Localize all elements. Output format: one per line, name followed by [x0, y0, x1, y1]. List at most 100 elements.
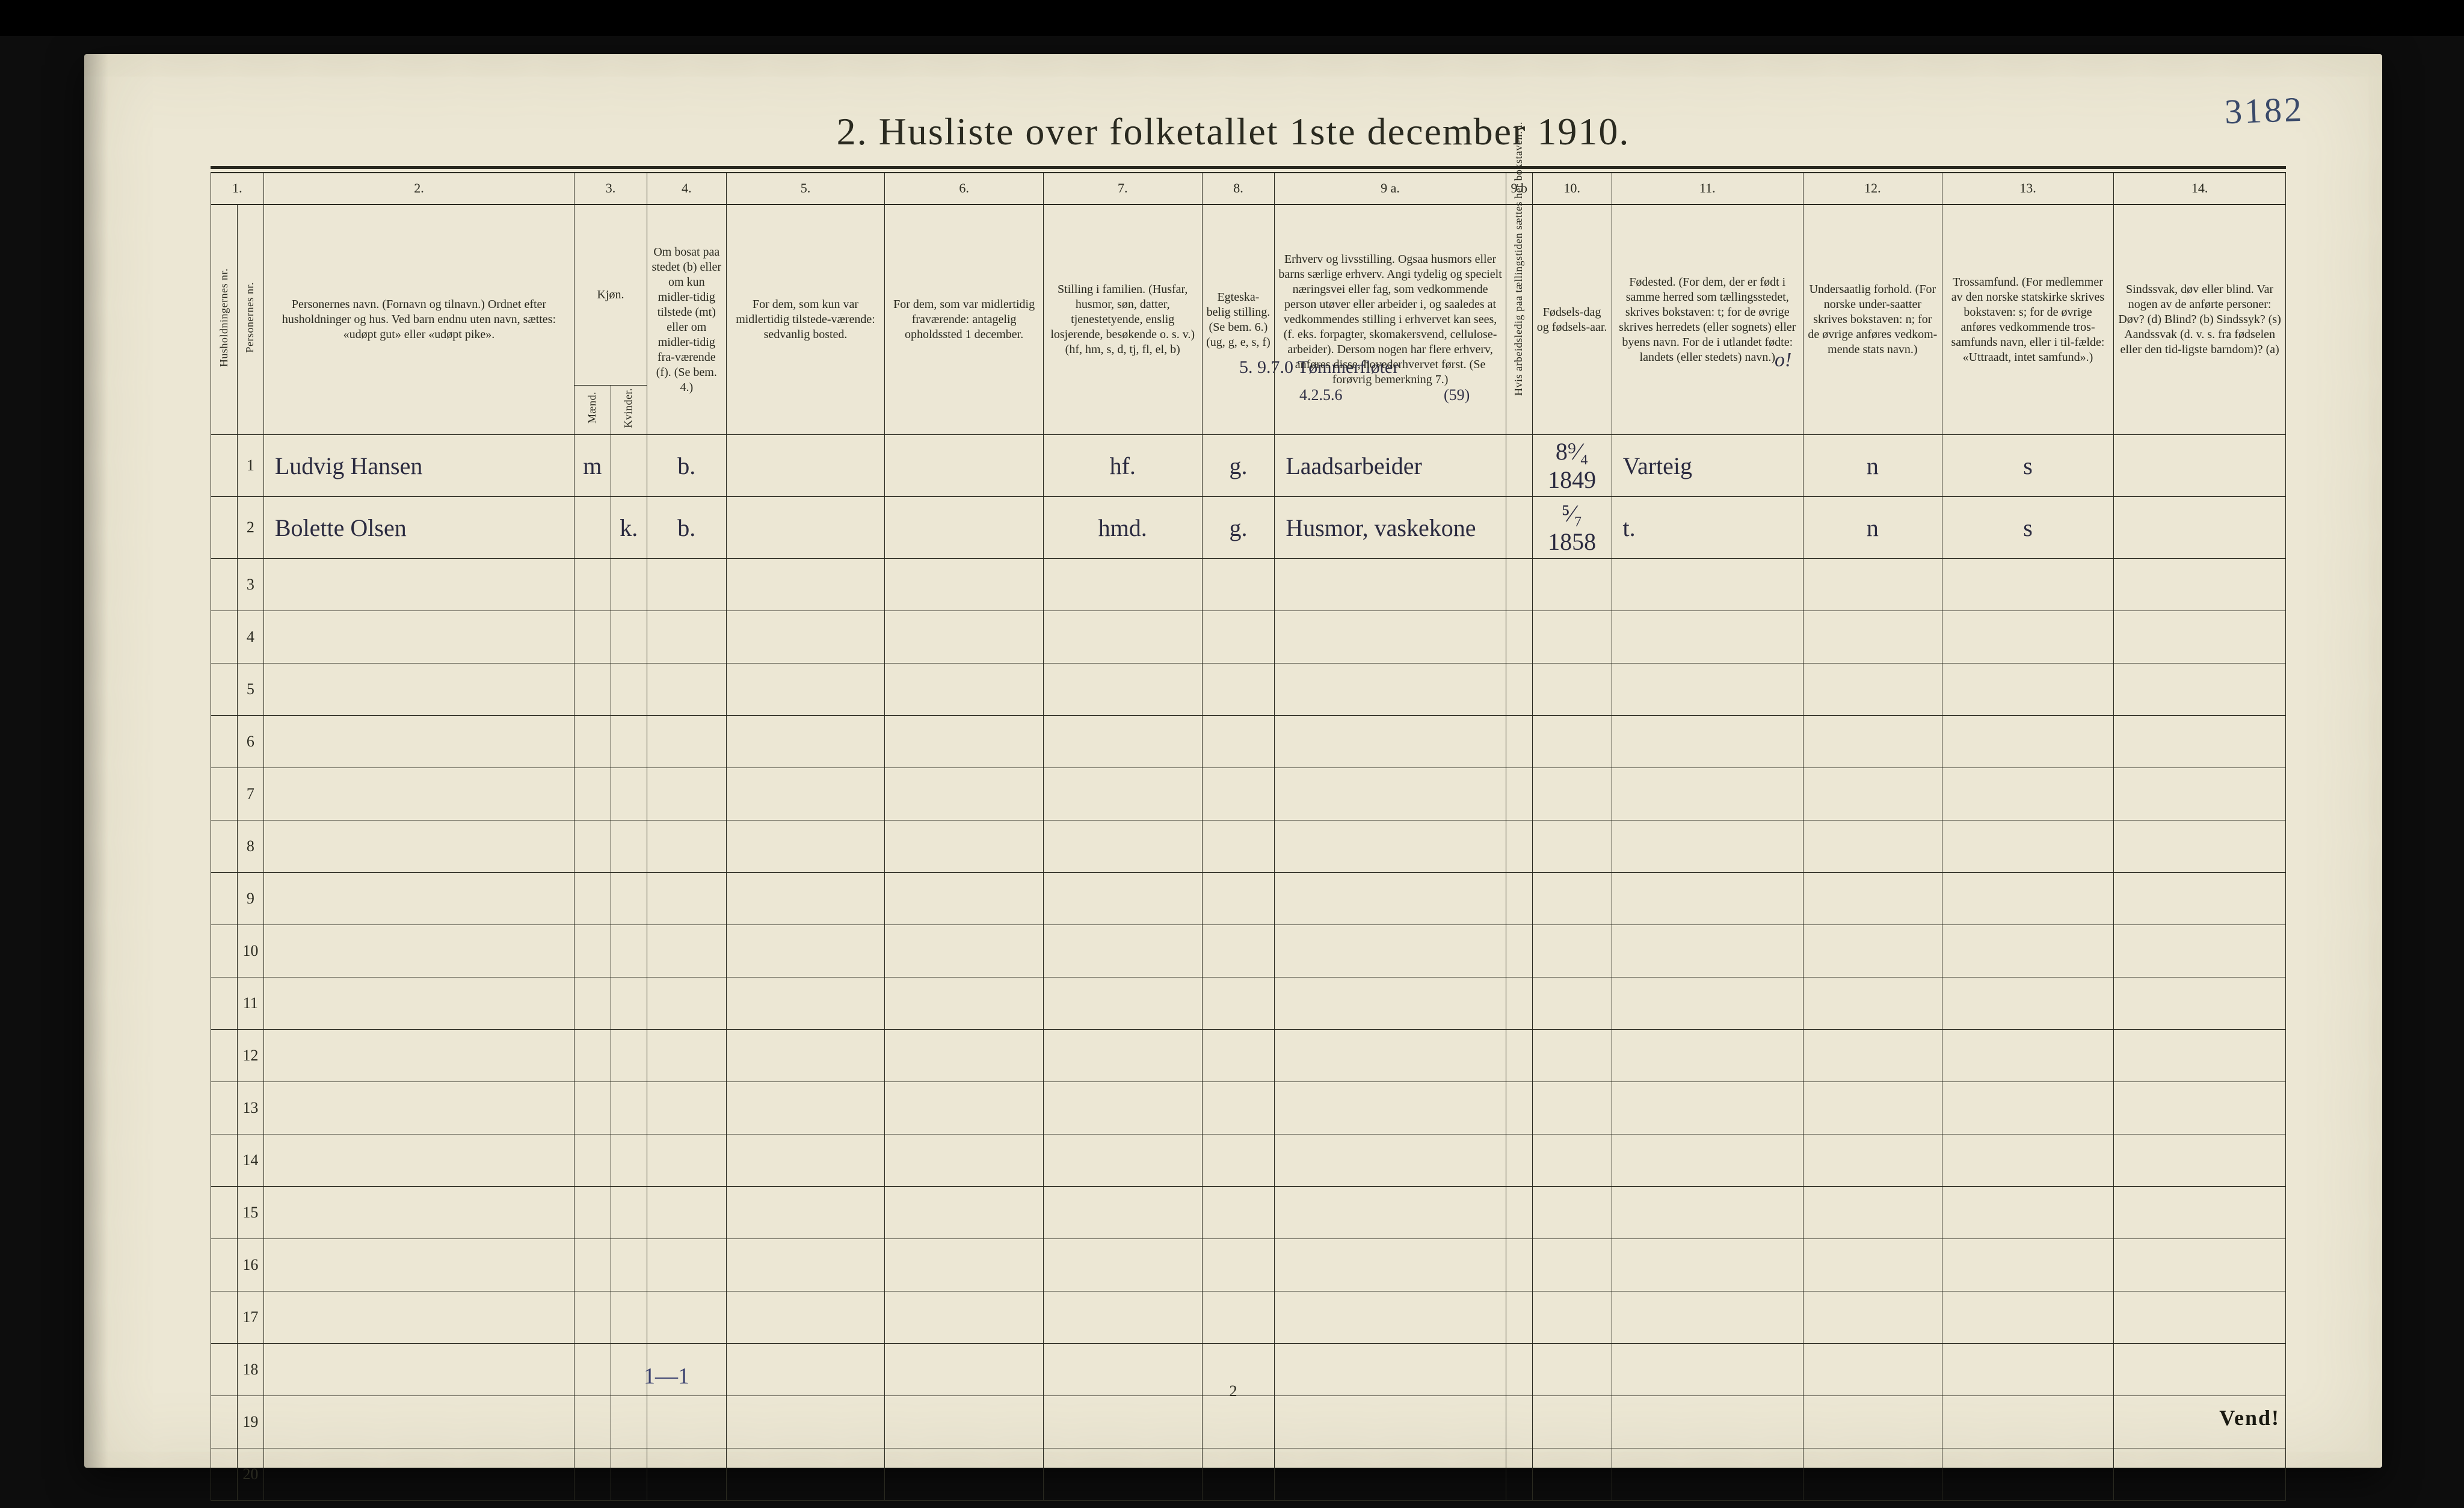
name-cell [263, 1291, 574, 1344]
temp-present-cell [726, 1082, 885, 1134]
nationality-cell [1803, 1239, 1942, 1291]
occupation-cell [1275, 1134, 1506, 1187]
birthplace-cell [1612, 1134, 1803, 1187]
temp-absent-cell [885, 1239, 1044, 1291]
occupation-cell [1275, 925, 1506, 977]
unemployed-cell [1506, 716, 1532, 768]
sex-m-cell [574, 1239, 611, 1291]
colnum-6: 6. [885, 173, 1044, 205]
temp-present-cell [726, 1187, 885, 1239]
temp-absent-cell [885, 1030, 1044, 1082]
nationality-cell [1803, 977, 1942, 1030]
unemployed-cell [1506, 1030, 1532, 1082]
birthplace-cell [1612, 559, 1803, 611]
marital-cell: g. [1202, 497, 1275, 559]
temp-absent-cell [885, 663, 1044, 716]
colnum-1: 1. [211, 173, 264, 205]
sex-k-cell [611, 1448, 647, 1501]
occupation-cell [1275, 1239, 1506, 1291]
temp-absent-cell [885, 1134, 1044, 1187]
hdr-sex-m: Mænd. [574, 385, 611, 435]
hdr-faith: Trossamfund. (For medlemmer av den norsk… [1942, 205, 2114, 435]
occupation-cell [1275, 1396, 1506, 1448]
temp-absent-cell [885, 1291, 1044, 1344]
unemployed-cell [1506, 820, 1532, 873]
sex-k-cell [611, 611, 647, 663]
table-row: 10 [211, 925, 2286, 977]
disability-cell [2114, 716, 2286, 768]
faith-cell [1942, 1187, 2114, 1239]
marital-cell [1202, 611, 1275, 663]
bosat-cell [647, 1239, 726, 1291]
bosat-cell [647, 1030, 726, 1082]
birthplace-cell [1612, 1239, 1803, 1291]
table-row: 3 [211, 559, 2286, 611]
household-no-cell [211, 559, 238, 611]
family-cell [1043, 768, 1202, 820]
household-no-cell [211, 1396, 238, 1448]
family-cell [1043, 716, 1202, 768]
birthplace-cell [1612, 1030, 1803, 1082]
hdr-household-no: Husholdningernes nr. [211, 205, 238, 435]
hdr-nationality: Undersaatlig forhold. (For norske under-… [1803, 205, 1942, 435]
disability-cell [2114, 1291, 2286, 1344]
name-cell [263, 559, 574, 611]
disability-cell [2114, 1448, 2286, 1501]
hdr-disability: Sindssvak, døv eller blind. Var nogen av… [2114, 205, 2286, 435]
sex-k-cell [611, 559, 647, 611]
nationality-cell [1803, 611, 1942, 663]
occupation-cell [1275, 768, 1506, 820]
colnum-9a: 9 a. [1275, 173, 1506, 205]
sex-k-cell [611, 435, 647, 497]
sex-m-cell [574, 768, 611, 820]
family-cell [1043, 925, 1202, 977]
bosat-cell [647, 768, 726, 820]
disability-cell [2114, 611, 2286, 663]
sex-k-cell [611, 768, 647, 820]
temp-present-cell [726, 1291, 885, 1344]
table-row: 15 [211, 1187, 2286, 1239]
bosat-cell [647, 663, 726, 716]
table-row: 11 [211, 977, 2286, 1030]
temp-present-cell [726, 768, 885, 820]
name-cell [263, 716, 574, 768]
page-title: 2. Husliste over folketallet 1ste decemb… [84, 109, 2382, 154]
census-table-wrap: 1. 2. 3. 4. 5. 6. 7. 8. 9 a. 9 b 10. 11.… [211, 172, 2286, 1365]
marital-cell [1202, 977, 1275, 1030]
birth-cell [1532, 1396, 1612, 1448]
birthplace-cell [1612, 663, 1803, 716]
birth-cell [1532, 1239, 1612, 1291]
household-no-cell [211, 611, 238, 663]
bosat-cell: b. [647, 435, 726, 497]
hdr-person-no: Personernes nr. [237, 205, 263, 435]
household-no-cell [211, 1030, 238, 1082]
person-no-cell: 1 [237, 435, 263, 497]
name-cell [263, 977, 574, 1030]
filmstrip-top [0, 0, 2464, 36]
family-cell [1043, 611, 1202, 663]
colnum-13: 13. [1942, 173, 2114, 205]
person-no-cell: 8 [237, 820, 263, 873]
faith-cell [1942, 1134, 2114, 1187]
hdr-bosat: Om bosat paa stedet (b) eller om kun mid… [647, 205, 726, 435]
family-cell [1043, 1030, 1202, 1082]
temp-absent-cell [885, 820, 1044, 873]
temp-present-cell [726, 977, 885, 1030]
name-cell [263, 820, 574, 873]
table-row: 19 [211, 1396, 2286, 1448]
temp-absent-cell [885, 1396, 1044, 1448]
hdr-temp-absent: For dem, som var midlertidig fraværende:… [885, 205, 1044, 435]
disability-cell [2114, 925, 2286, 977]
temp-absent-cell [885, 435, 1044, 497]
sex-m-cell [574, 1082, 611, 1134]
family-cell: hf. [1043, 435, 1202, 497]
person-no-cell: 17 [237, 1291, 263, 1344]
nationality-cell [1803, 1291, 1942, 1344]
person-no-cell: 14 [237, 1134, 263, 1187]
family-cell [1043, 1187, 1202, 1239]
birthplace-cell [1612, 1291, 1803, 1344]
nationality-cell: n [1803, 497, 1942, 559]
birth-cell [1532, 1030, 1612, 1082]
sex-m-cell [574, 1134, 611, 1187]
bosat-cell [647, 820, 726, 873]
